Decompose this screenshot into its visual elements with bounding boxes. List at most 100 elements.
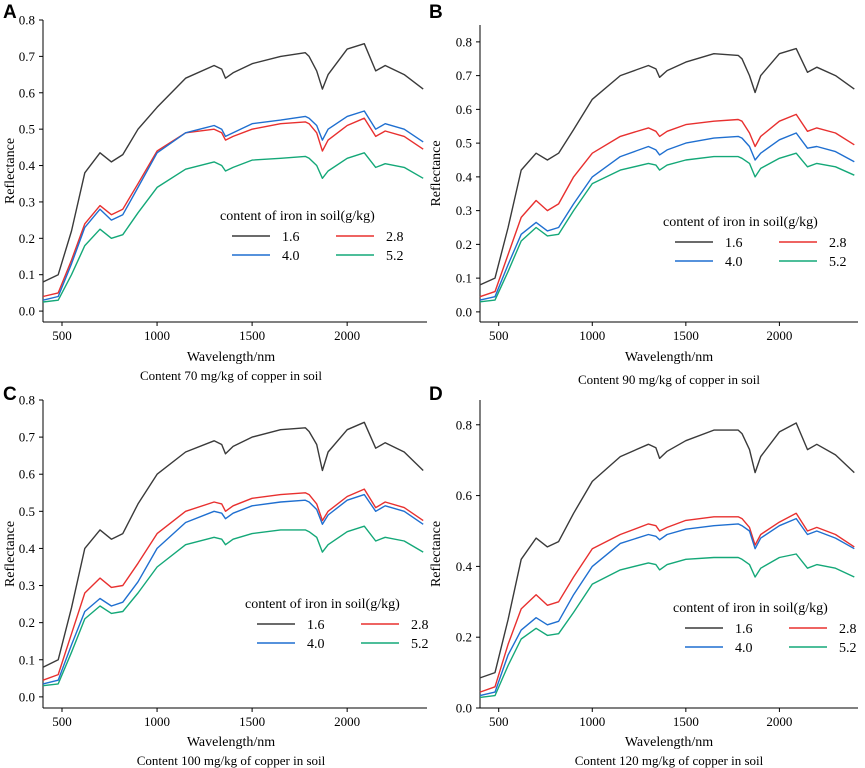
x-tick-label: 2000	[334, 328, 360, 343]
chart-subtitle: Content 120 mg/kg of copper in soil	[575, 753, 764, 768]
y-tick-label: 0.3	[456, 203, 472, 218]
x-tick-label: 1500	[239, 714, 265, 729]
y-tick-label: 0.5	[19, 122, 35, 137]
legend-label: 4.0	[735, 641, 753, 656]
y-tick-label: 0.8	[456, 34, 472, 49]
series-line-4-0	[479, 132, 855, 301]
series-line-5-2	[42, 525, 424, 687]
series-line-1-6	[479, 422, 855, 679]
x-axis-title: Wavelength/nm	[187, 350, 275, 365]
x-tick-label: 1500	[673, 714, 699, 729]
x-tick-label: 500	[489, 328, 509, 343]
y-tick-label: 0.5	[456, 136, 472, 151]
series-line-1-6	[479, 47, 855, 286]
y-tick-label: 0.7	[456, 68, 473, 83]
y-axis-title: Reflectance	[429, 521, 444, 587]
series-line-5-2	[479, 553, 855, 699]
y-tick-label: 0.7	[19, 430, 36, 445]
series-line-2-8	[42, 117, 424, 298]
legend-label: 2.8	[839, 622, 857, 637]
y-tick-label: 0.4	[19, 158, 36, 173]
y-tick-label: 0.6	[456, 102, 473, 117]
y-tick-label: 0.8	[456, 417, 472, 432]
y-tick-label: 0.7	[19, 49, 36, 64]
y-tick-label: 0.2	[456, 237, 472, 252]
legend-label: 1.6	[735, 622, 753, 637]
y-tick-label: 0.3	[19, 194, 35, 209]
y-tick-label: 0.8	[19, 13, 35, 28]
x-tick-label: 500	[489, 714, 509, 729]
x-tick-label: 500	[52, 714, 72, 729]
legend-label: 2.8	[829, 236, 847, 251]
legend-title: content of iron in soil(g/kg)	[220, 209, 375, 224]
series-line-1-6	[42, 43, 424, 283]
series-line-5-2	[479, 152, 855, 303]
legend-label: 2.8	[386, 230, 404, 245]
y-tick-label: 0.3	[19, 578, 35, 593]
y-tick-label: 0.8	[19, 393, 35, 408]
y-tick-label: 0.0	[456, 304, 472, 319]
y-tick-label: 0.6	[19, 467, 36, 482]
panel-letter: D	[429, 384, 443, 405]
x-tick-label: 1500	[239, 328, 265, 343]
y-tick-label: 0.0	[456, 701, 472, 716]
chart-panel-b: B 0.0 0.1 0.2 0.3 0.4 0.5 0.6 0.7 0.8 500 1000 1500 2…	[429, 2, 858, 387]
y-tick-label: 0.1	[19, 652, 35, 667]
y-tick-label: 0.2	[456, 630, 472, 645]
x-tick-label: 1000	[579, 328, 605, 343]
legend-label: 1.6	[307, 618, 325, 633]
y-tick-label: 0.6	[456, 488, 473, 503]
y-tick-label: 0.4	[19, 541, 36, 556]
x-axis-title: Wavelength/nm	[625, 735, 713, 750]
series-line-4-0	[42, 110, 424, 301]
chart-panel-c: C 0.0 0.1 0.2 0.3 0.4 0.5 0.6 0.7 0.8 500 1000 1500 2…	[3, 384, 429, 768]
x-tick-label: 2000	[766, 714, 792, 729]
chart-subtitle: Content 70 mg/kg of copper in soil	[140, 368, 322, 383]
legend: content of iron in soil(g/kg) 1.6 2.8 4.0 5.…	[220, 209, 404, 264]
legend-label: 5.2	[386, 249, 404, 264]
y-tick-label: 0.5	[19, 504, 35, 519]
x-tick-label: 1000	[579, 714, 605, 729]
y-tick-label: 0.2	[19, 231, 35, 246]
legend-title: content of iron in soil(g/kg)	[245, 597, 400, 612]
x-tick-label: 1000	[144, 714, 170, 729]
y-tick-label: 0.0	[19, 304, 35, 319]
panel-letter: B	[429, 2, 443, 23]
legend-title: content of iron in soil(g/kg)	[663, 215, 818, 230]
y-axis-title: Reflectance	[429, 140, 444, 206]
chart-subtitle: Content 100 mg/kg of copper in soil	[137, 753, 326, 768]
legend: content of iron in soil(g/kg) 1.6 2.8 4.0 5.…	[245, 597, 429, 652]
legend-label: 2.8	[411, 618, 429, 633]
series-line-4-0	[42, 493, 424, 685]
x-tick-label: 500	[52, 328, 72, 343]
legend-title: content of iron in soil(g/kg)	[673, 601, 828, 616]
legend-label: 1.6	[282, 230, 300, 245]
chart-panel-d: D 0.0 0.2 0.4 0.6 0.8 500 1000 1500 2000 Wavelengt…	[429, 384, 858, 768]
series-line-2-8	[479, 512, 855, 693]
y-tick-label: 0.1	[456, 271, 472, 286]
legend-label: 5.2	[411, 637, 429, 652]
y-axis-title: Reflectance	[3, 521, 18, 587]
series-line-1-6	[42, 421, 424, 668]
y-tick-label: 0.6	[19, 85, 36, 100]
panel-letter: A	[3, 2, 17, 23]
x-tick-label: 1500	[673, 328, 699, 343]
series-line-4-0	[479, 517, 855, 697]
y-tick-label: 0.0	[19, 689, 35, 704]
legend-label: 5.2	[829, 255, 847, 270]
chart-subtitle: Content 90 mg/kg of copper in soil	[578, 372, 760, 387]
legend: content of iron in soil(g/kg) 1.6 2.8 4.0 5.…	[663, 215, 847, 270]
x-tick-label: 2000	[766, 328, 792, 343]
legend-label: 5.2	[839, 641, 857, 656]
legend-label: 1.6	[725, 236, 743, 251]
series-line-5-2	[42, 152, 424, 303]
panel-letter: C	[3, 384, 17, 405]
x-axis-title: Wavelength/nm	[187, 735, 275, 750]
x-tick-label: 2000	[334, 714, 360, 729]
legend-label: 4.0	[307, 637, 325, 652]
legend-label: 4.0	[725, 255, 743, 270]
y-axis-title: Reflectance	[3, 138, 18, 204]
y-tick-label: 0.4	[456, 169, 473, 184]
legend: content of iron in soil(g/kg) 1.6 2.8 4.0 5.…	[673, 601, 857, 656]
